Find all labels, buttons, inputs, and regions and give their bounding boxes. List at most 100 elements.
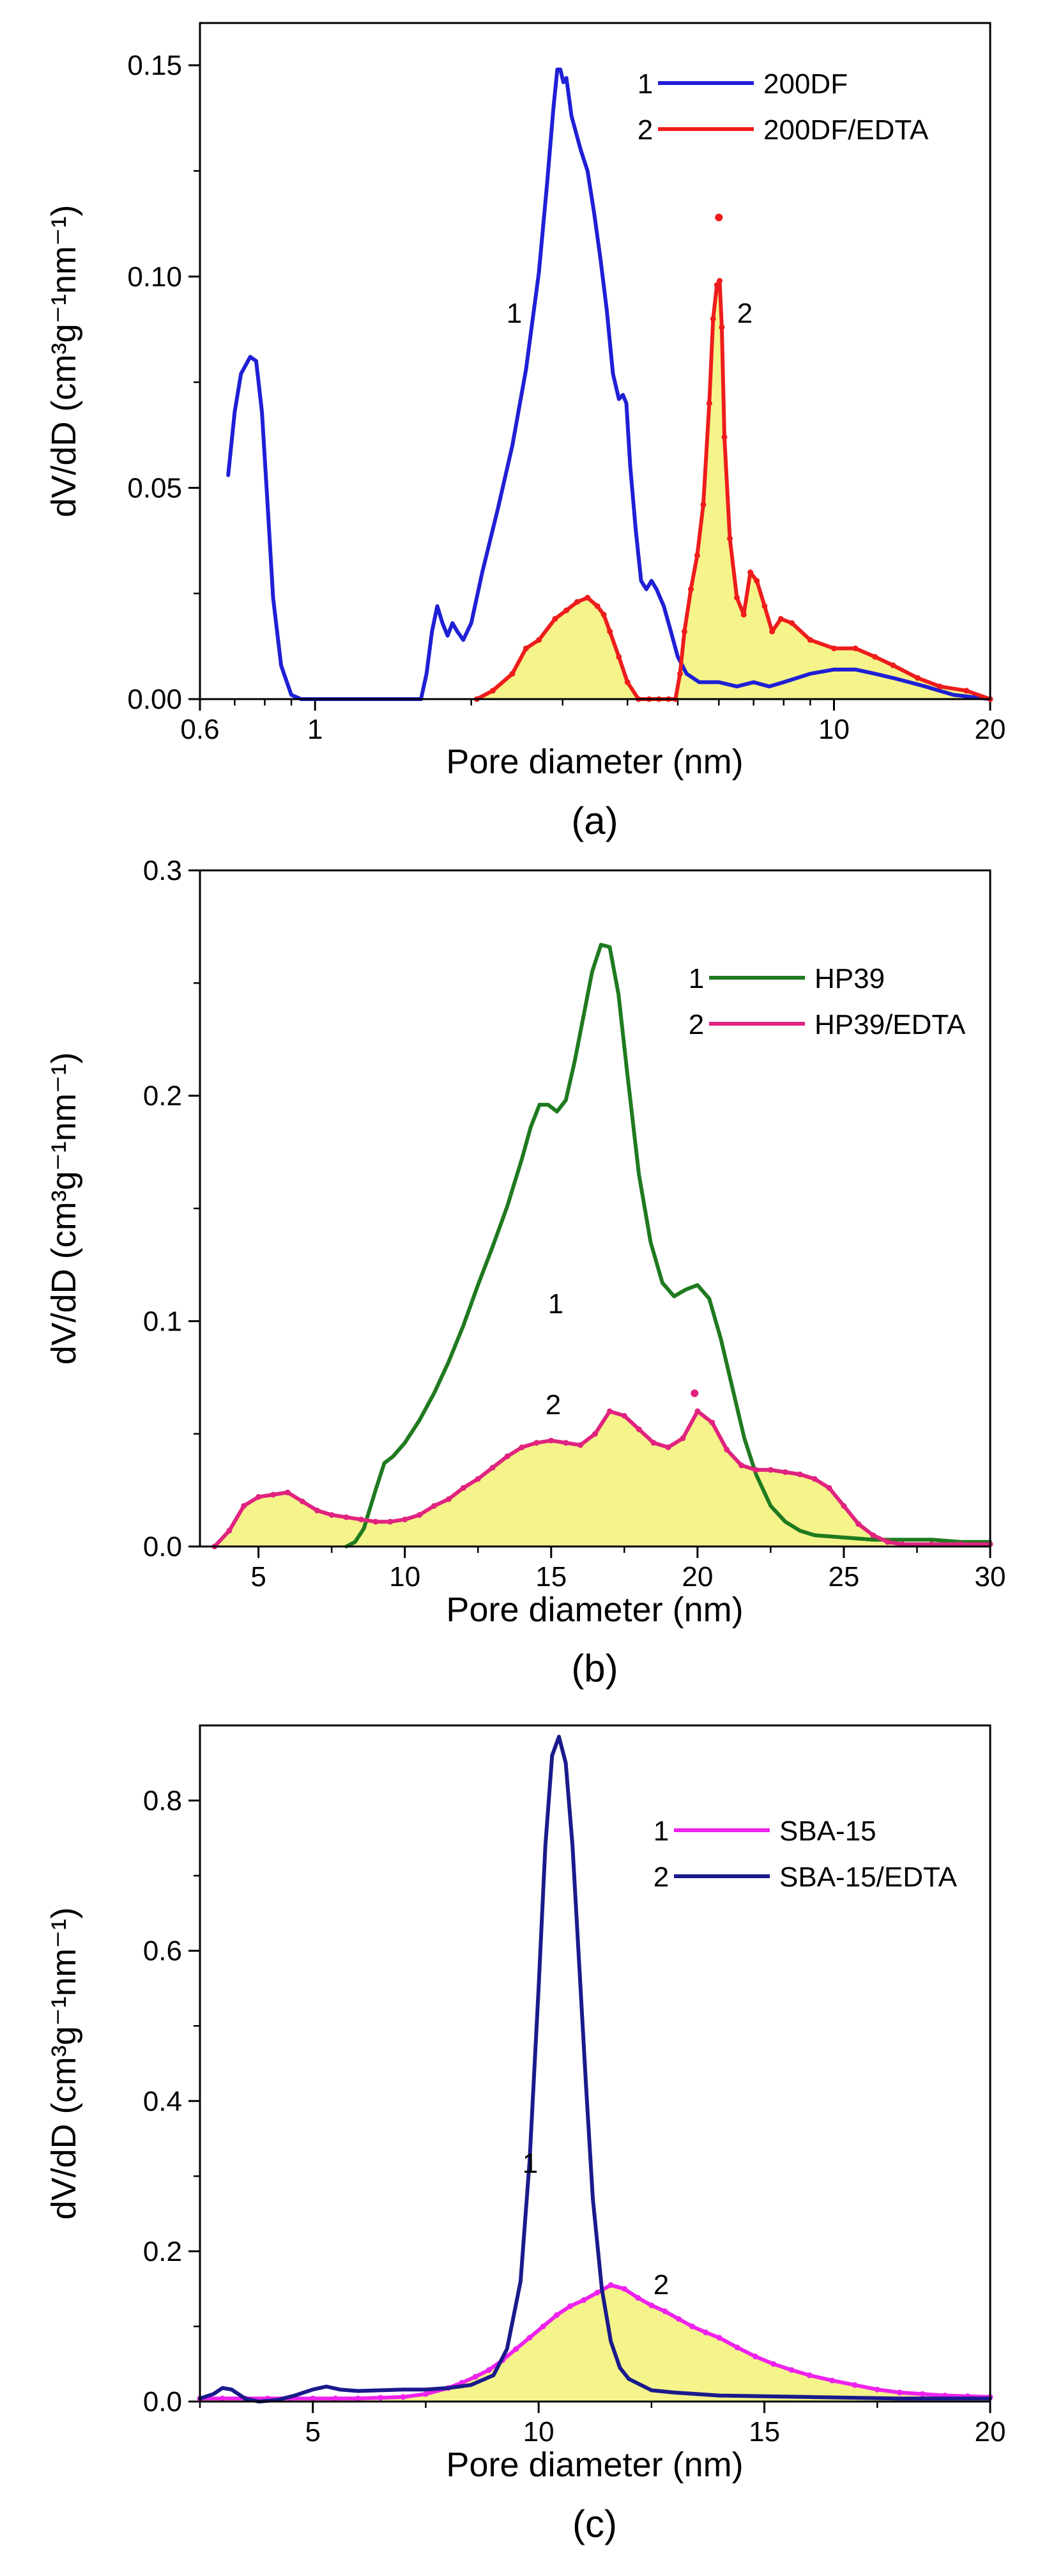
y-tick-label: 0.2: [143, 2236, 182, 2267]
x-tick-label: 25: [828, 1561, 859, 1593]
data-point: [841, 1503, 847, 1509]
data-point: [753, 1467, 759, 1473]
data-point: [475, 1476, 481, 1482]
data-point: [694, 1408, 701, 1414]
data-point: [852, 645, 859, 652]
chart-panel-a: 0.6 1 10 20 0.00 0.05 0.10 0.15 Pore diameter (…: [45, 22, 1006, 842]
data-point: [788, 2367, 795, 2373]
legend-num-b-1: 1: [689, 963, 704, 994]
data-point: [680, 1435, 686, 1442]
data-point: [332, 2395, 339, 2402]
data-point: [709, 1419, 715, 1426]
x-tick-label: 10: [389, 1561, 420, 1593]
data-point: [226, 1527, 233, 1534]
data-point: [548, 1437, 554, 1444]
y-axis-title-a: dV/dD (cm³g⁻¹nm⁻¹): [45, 204, 83, 517]
panel-label-c: (c): [572, 2503, 617, 2545]
x-tick-label: 15: [749, 2416, 780, 2448]
legend-label-hp39-edta: HP39/EDTA: [814, 1009, 966, 1040]
panel-label-b: (b): [571, 1647, 618, 1690]
data-point: [616, 654, 622, 660]
data-point: [885, 1539, 891, 1545]
x-axis-title-c: Pore diameter (nm): [446, 2446, 743, 2484]
data-point: [402, 1516, 408, 1523]
series-line-hp39: [344, 943, 992, 1548]
data-point: [581, 2297, 587, 2303]
data-point: [689, 2323, 695, 2329]
data-point: [719, 324, 725, 330]
data-point: [648, 2302, 655, 2308]
data-point: [650, 1440, 657, 1446]
legend-label-200df-edta: 200DF/EDTA: [763, 114, 929, 146]
y-axis-title-c: dV/dD (cm³g⁻¹nm⁻¹): [45, 1907, 83, 2219]
data-point: [567, 2303, 574, 2310]
data-point: [358, 1516, 364, 1523]
x-tick-label: 10: [818, 714, 850, 745]
data-point: [874, 2386, 880, 2393]
data-point: [700, 502, 707, 508]
data-point: [769, 628, 776, 635]
data-point: [552, 615, 558, 622]
y-tick-label: 0.4: [143, 2086, 182, 2117]
series-line-200df: [226, 67, 992, 701]
data-point: [717, 277, 723, 284]
data-point: [677, 670, 683, 677]
data-point: [831, 645, 837, 652]
data-point: [585, 594, 591, 601]
annotation-a-1: 1: [507, 298, 522, 329]
data-point: [782, 1469, 788, 1476]
data-point: [417, 1512, 423, 1518]
data-point: [721, 434, 728, 440]
data-point: [256, 1493, 262, 1500]
data-point: [372, 1518, 379, 1525]
annotation-a-2: 2: [737, 298, 753, 329]
data-point: [594, 603, 600, 609]
y-tick-label: 0.0: [143, 1531, 182, 1562]
data-point: [694, 552, 700, 559]
data-point: [519, 1444, 525, 1451]
data-point: [445, 1496, 452, 1502]
data-point: [270, 1492, 276, 1498]
data-point: [486, 2367, 492, 2373]
fill-layer: [477, 281, 990, 699]
data-point: [761, 603, 768, 609]
x-tick-label: 15: [535, 1561, 567, 1593]
data-point: [829, 2377, 836, 2384]
plot-frame-c: [199, 1724, 991, 2403]
data-point: [963, 688, 970, 694]
legend-num-c-2: 2: [654, 1862, 669, 1893]
data-point: [536, 636, 542, 643]
data-point: [754, 578, 760, 584]
data-point: [400, 2394, 406, 2400]
data-point: [489, 1465, 496, 1471]
x-tick-label: 30: [975, 1561, 1006, 1593]
y-tick-label: 0.8: [143, 1785, 182, 1817]
data-point: [681, 628, 687, 635]
legend-label-sba15-edta: SBA-15/EDTA: [779, 1862, 958, 1893]
data-point: [724, 1446, 730, 1453]
legend-label-sba15: SBA-15: [779, 1816, 876, 1847]
data-point: [621, 2286, 627, 2292]
series-layer: [211, 943, 993, 1550]
data-point: [509, 670, 516, 677]
data-point: [806, 2372, 813, 2379]
data-point: [740, 612, 747, 618]
data-point: [747, 569, 754, 576]
data-point: [770, 2361, 777, 2367]
data-point: [489, 688, 496, 694]
axis-ticks: 0.6 1 10 20 0.00 0.05 0.10 0.15: [127, 50, 1006, 745]
area-fill-sba-15: [200, 2285, 990, 2402]
x-axis-title-b: Pore diameter (nm): [446, 1591, 743, 1629]
data-point: [624, 679, 631, 685]
data-point: [606, 1408, 613, 1414]
data-point: [811, 1476, 818, 1482]
data-point: [852, 2382, 858, 2388]
data-point: [767, 1467, 774, 1473]
legend-c: 1 SBA-15 2 SBA-15/EDTA: [654, 1816, 958, 1893]
legend-num-a-2: 2: [638, 114, 653, 146]
data-point: [241, 1503, 247, 1509]
data-point: [872, 654, 878, 660]
legend-num-a-1: 1: [638, 68, 653, 100]
y-tick-label: 0.10: [127, 261, 182, 293]
